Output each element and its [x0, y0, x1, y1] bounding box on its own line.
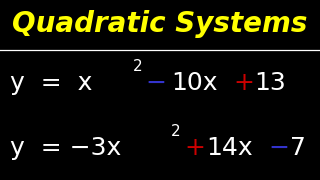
Text: Quadratic Systems: Quadratic Systems	[12, 10, 308, 38]
Text: 2: 2	[171, 124, 181, 139]
Text: 14x: 14x	[206, 136, 253, 160]
Text: 10x: 10x	[171, 71, 218, 95]
Text: +: +	[184, 136, 205, 160]
Text: 2: 2	[133, 59, 142, 74]
Text: −: −	[146, 71, 167, 95]
Text: y  = −3x: y = −3x	[10, 136, 121, 160]
Text: y  =  x: y = x	[10, 71, 92, 95]
Text: 7: 7	[290, 136, 306, 160]
Text: −: −	[269, 136, 290, 160]
Text: 13: 13	[254, 71, 286, 95]
Text: +: +	[234, 71, 254, 95]
